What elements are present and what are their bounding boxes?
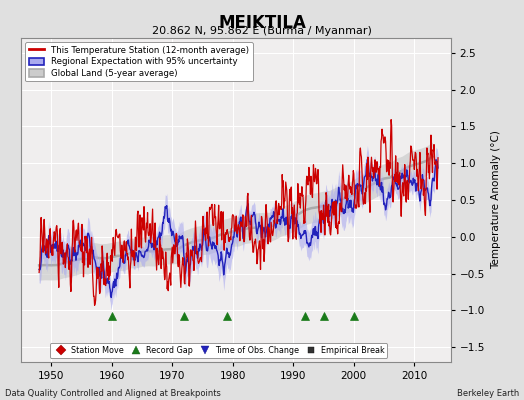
Text: Berkeley Earth: Berkeley Earth [456, 389, 519, 398]
Text: Data Quality Controlled and Aligned at Breakpoints: Data Quality Controlled and Aligned at B… [5, 389, 221, 398]
Y-axis label: Temperature Anomaly (°C): Temperature Anomaly (°C) [490, 130, 500, 270]
Text: MEIKTILA: MEIKTILA [218, 14, 306, 32]
Legend: Station Move, Record Gap, Time of Obs. Change, Empirical Break: Station Move, Record Gap, Time of Obs. C… [50, 343, 387, 358]
Text: 20.862 N, 95.862 E (Burma / Myanmar): 20.862 N, 95.862 E (Burma / Myanmar) [152, 26, 372, 36]
